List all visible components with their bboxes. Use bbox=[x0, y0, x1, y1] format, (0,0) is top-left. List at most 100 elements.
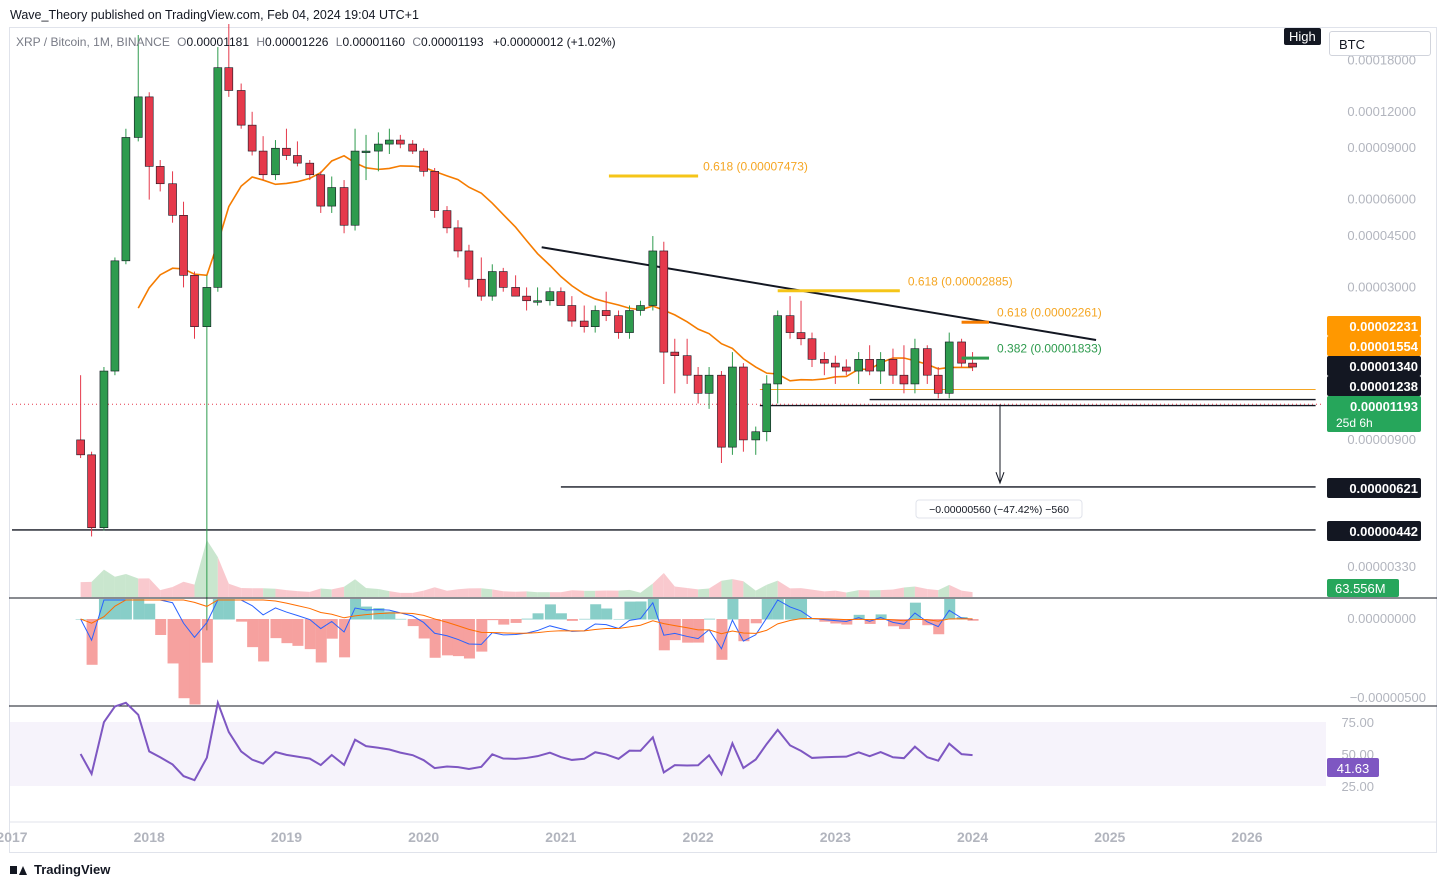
volume-area bbox=[790, 588, 802, 597]
macd-histogram-bar bbox=[270, 619, 282, 639]
candle-body bbox=[944, 341, 954, 394]
volume-area bbox=[584, 590, 596, 597]
volume-area bbox=[160, 587, 173, 597]
candle-body bbox=[144, 96, 154, 167]
price-axis-tick: 0.00009000 bbox=[1347, 140, 1416, 155]
macd-histogram-bar bbox=[716, 619, 728, 660]
candle-body bbox=[567, 305, 577, 322]
volume-area bbox=[297, 591, 310, 597]
price-label-value: 0.00001340 bbox=[1349, 359, 1418, 374]
volume-area bbox=[252, 588, 264, 597]
low-value: 0.00001160 bbox=[342, 35, 405, 49]
macd-histogram-bar bbox=[361, 606, 373, 620]
candle-body bbox=[807, 338, 817, 360]
tradingview-logo[interactable]: TradingView bbox=[10, 862, 110, 877]
candle-body bbox=[464, 250, 474, 280]
macd-histogram-bar bbox=[750, 619, 762, 624]
price-label-value: 0.00000621 bbox=[1349, 481, 1418, 496]
macd-histogram-bar bbox=[498, 619, 510, 625]
candle-body bbox=[533, 300, 542, 303]
high-button[interactable]: High bbox=[1284, 28, 1321, 45]
macd-histogram-bar bbox=[223, 599, 235, 620]
candle-body bbox=[453, 227, 463, 252]
candle-body bbox=[922, 348, 932, 376]
volume-area bbox=[309, 588, 321, 597]
volume-area bbox=[560, 590, 572, 597]
candle-body bbox=[522, 295, 531, 302]
macd-histogram-bar bbox=[98, 599, 110, 620]
time-axis-tick: 2017 bbox=[0, 829, 28, 845]
macd-histogram-bar bbox=[109, 599, 121, 620]
volume-area bbox=[423, 587, 435, 597]
candle-body bbox=[545, 291, 555, 302]
rsi-line bbox=[79, 699, 973, 782]
macd-histogram-bar bbox=[544, 604, 556, 620]
macd-histogram-bar bbox=[909, 602, 921, 620]
volume-area bbox=[217, 557, 229, 597]
macd-histogram-bar bbox=[407, 619, 419, 627]
candle-body bbox=[717, 374, 726, 448]
candle-body bbox=[430, 171, 439, 211]
candle-body bbox=[739, 366, 748, 441]
macd-histogram-bar bbox=[579, 618, 591, 620]
candle-body bbox=[636, 305, 645, 311]
candle-body bbox=[305, 162, 315, 176]
macd-histogram-bar bbox=[463, 619, 475, 659]
macd-histogram-bar bbox=[429, 619, 441, 658]
candle-body bbox=[408, 143, 417, 152]
volume-area bbox=[526, 591, 538, 597]
time-axis-tick: 2020 bbox=[408, 829, 439, 845]
fib-level-label: 0.618 (0.00002885) bbox=[908, 274, 1013, 288]
candle-body bbox=[327, 187, 337, 207]
candle-body bbox=[625, 310, 634, 333]
macd-histogram-bar bbox=[167, 619, 179, 664]
candle-body bbox=[498, 271, 508, 288]
macd-histogram-bar bbox=[247, 619, 259, 648]
candle-body bbox=[190, 275, 199, 327]
macd-histogram-bar bbox=[452, 619, 464, 657]
candle-body bbox=[339, 187, 349, 226]
candle-body bbox=[831, 362, 840, 368]
low-label: L bbox=[335, 35, 343, 49]
currency-selector[interactable]: BTC bbox=[1329, 31, 1431, 56]
measure-label-box bbox=[915, 499, 1083, 519]
macd-axis-tick: 0.00000000 bbox=[1347, 611, 1416, 626]
macd-histogram-bar bbox=[201, 619, 213, 663]
volume-area bbox=[515, 591, 527, 597]
macd-histogram-bar bbox=[727, 599, 739, 620]
time-axis-tick: 2021 bbox=[545, 829, 576, 845]
macd-histogram-bar bbox=[635, 601, 647, 620]
macd-histogram-bar bbox=[292, 619, 304, 646]
volume-area bbox=[400, 592, 413, 597]
macd-histogram-bar bbox=[350, 599, 362, 620]
candle-body bbox=[933, 374, 943, 394]
macd-histogram-bar bbox=[967, 619, 979, 621]
candle-body bbox=[121, 137, 131, 262]
candle-body bbox=[110, 260, 120, 372]
time-axis-tick: 2023 bbox=[820, 829, 851, 845]
volume-area bbox=[869, 590, 881, 597]
macd-histogram-bar bbox=[418, 619, 430, 639]
volume-area bbox=[698, 588, 710, 597]
rsi-axis-tick: 75.00 bbox=[1341, 715, 1374, 730]
candle-body bbox=[762, 383, 772, 433]
macd-histogram-bar bbox=[178, 619, 190, 699]
macd-histogram-bar bbox=[258, 619, 270, 662]
volume-area bbox=[389, 591, 401, 597]
candle-body bbox=[396, 139, 405, 145]
macd-histogram-bar bbox=[590, 604, 602, 620]
candle-body bbox=[820, 359, 829, 364]
volume-area bbox=[434, 587, 447, 597]
volume-area bbox=[880, 589, 893, 597]
macd-histogram-bar bbox=[133, 599, 145, 620]
macd-histogram-bar bbox=[236, 619, 248, 622]
macd-histogram-bar bbox=[510, 619, 522, 623]
price-axis-tick: 0.00004500 bbox=[1347, 228, 1416, 243]
macd-histogram-bar bbox=[521, 618, 533, 620]
candle-body bbox=[842, 366, 851, 372]
candle-body bbox=[648, 250, 658, 306]
macd-histogram-bar bbox=[120, 599, 132, 620]
candle-body bbox=[670, 351, 680, 356]
candle-body bbox=[361, 150, 371, 153]
